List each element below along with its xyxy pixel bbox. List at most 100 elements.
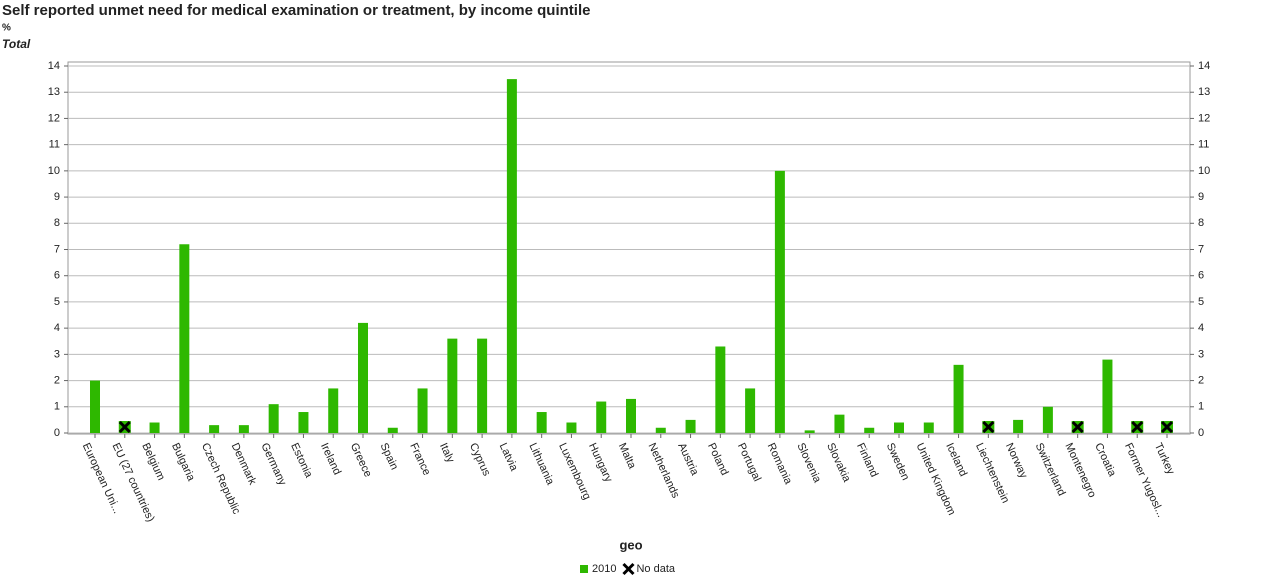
x-tick-label: Portugal bbox=[735, 441, 763, 483]
bar bbox=[447, 338, 458, 433]
x-mark bbox=[1131, 420, 1144, 434]
y2-tick-label: 8 bbox=[1198, 217, 1204, 229]
bar bbox=[238, 425, 249, 433]
x-mark bbox=[622, 562, 635, 576]
x-tick-label: Sweden bbox=[884, 441, 912, 482]
bar bbox=[328, 388, 339, 433]
y-tick-label: 13 bbox=[48, 86, 60, 98]
x-tick-label: Slovakia bbox=[824, 441, 853, 485]
y2-tick-label: 12 bbox=[1198, 112, 1210, 124]
x-tick-label: Poland bbox=[705, 441, 730, 477]
bar bbox=[477, 338, 488, 433]
x-mark bbox=[1160, 420, 1174, 434]
bar bbox=[715, 346, 726, 433]
bar bbox=[209, 425, 220, 433]
x-tick-label: Estonia bbox=[288, 441, 315, 480]
bar bbox=[536, 412, 547, 433]
x-tick-label: Germany bbox=[258, 441, 288, 488]
y-tick-label: 10 bbox=[48, 165, 60, 177]
y-tick-label: 4 bbox=[54, 322, 60, 334]
bar bbox=[179, 244, 190, 433]
x-tick-label: Switzerland bbox=[1033, 441, 1068, 498]
bar bbox=[894, 422, 904, 433]
x-tick-label: Greece bbox=[348, 441, 374, 479]
legend-label: No data bbox=[636, 563, 675, 575]
y-tick-label: 7 bbox=[54, 243, 60, 255]
y-tick-label: 12 bbox=[48, 112, 60, 124]
x-tick-label: Romania bbox=[765, 441, 795, 487]
x-tick-label: Malta bbox=[616, 441, 639, 471]
bar bbox=[358, 322, 368, 433]
bar bbox=[685, 419, 696, 433]
y-tick-label: 2 bbox=[54, 374, 60, 386]
chart-title: Self reported unmet need for medical exa… bbox=[2, 2, 590, 19]
x-axis-label: geo bbox=[619, 537, 642, 552]
bar bbox=[387, 427, 398, 433]
legend-label: 2010 bbox=[592, 563, 616, 575]
bar bbox=[298, 412, 309, 433]
y2-tick-label: 1 bbox=[1198, 401, 1204, 413]
y2-tick-label: 9 bbox=[1198, 191, 1204, 203]
subtitle: Total bbox=[2, 37, 31, 51]
bar bbox=[1013, 419, 1024, 433]
x-tick-label: Cyprus bbox=[467, 441, 493, 478]
bar bbox=[745, 388, 756, 433]
y2-tick-label: 4 bbox=[1198, 322, 1204, 334]
x-mark bbox=[118, 420, 131, 434]
y2-tick-label: 6 bbox=[1198, 270, 1204, 282]
x-tick-label: Luxembourg bbox=[556, 441, 593, 501]
x-tick-label: Ireland bbox=[318, 441, 343, 477]
y-tick-label: 6 bbox=[54, 270, 60, 282]
y-tick-label: 9 bbox=[54, 191, 60, 203]
bar bbox=[626, 398, 636, 433]
y2-tick-label: 0 bbox=[1198, 427, 1204, 439]
bar bbox=[566, 422, 577, 433]
x-tick-label: Slovenia bbox=[794, 441, 823, 485]
x-tick-label: Austria bbox=[675, 441, 701, 478]
x-tick-label: Montenegro bbox=[1062, 441, 1098, 499]
bar bbox=[655, 427, 666, 433]
bar bbox=[834, 414, 845, 433]
x-tick-label: Denmark bbox=[229, 441, 259, 487]
x-tick-label: Finland bbox=[854, 441, 880, 479]
y2-tick-label: 13 bbox=[1198, 86, 1210, 98]
y2-tick-label: 2 bbox=[1198, 374, 1204, 386]
legend-no-data-marker bbox=[622, 562, 635, 576]
bar bbox=[774, 170, 785, 433]
bar bbox=[596, 401, 607, 433]
no-data-marker bbox=[118, 420, 131, 434]
bar bbox=[149, 422, 160, 433]
bar bbox=[268, 404, 279, 433]
legend-swatch bbox=[580, 565, 588, 573]
x-tick-label: Bulgaria bbox=[169, 441, 197, 483]
x-tick-label: Belgium bbox=[139, 441, 167, 482]
y-tick-label: 8 bbox=[54, 217, 60, 229]
y-tick-label: 1 bbox=[54, 401, 60, 413]
bar bbox=[417, 388, 428, 433]
y-tick-label: 0 bbox=[54, 427, 60, 439]
y2-tick-label: 5 bbox=[1198, 296, 1204, 308]
y-tick-label: 14 bbox=[48, 60, 60, 72]
unit: % bbox=[2, 23, 11, 34]
x-tick-label: Italy bbox=[437, 441, 457, 465]
plot-frame bbox=[67, 61, 1191, 435]
no-data-marker bbox=[1131, 420, 1144, 434]
bar bbox=[1042, 406, 1053, 433]
bar bbox=[1102, 359, 1113, 433]
y2-tick-label: 7 bbox=[1198, 243, 1204, 255]
x-tick-label: Iceland bbox=[943, 441, 969, 478]
y2-tick-label: 14 bbox=[1198, 60, 1210, 72]
x-tick-label: Lithuania bbox=[526, 441, 556, 487]
bar bbox=[864, 427, 875, 433]
x-tick-label: Turkey bbox=[1152, 441, 1177, 477]
y2-tick-label: 3 bbox=[1198, 348, 1204, 360]
no-data-marker bbox=[1160, 420, 1174, 434]
bar bbox=[953, 364, 964, 433]
y-tick-label: 3 bbox=[54, 348, 60, 360]
x-tick-label: France bbox=[407, 441, 432, 477]
x-mark bbox=[1071, 420, 1084, 434]
x-mark bbox=[982, 420, 995, 434]
bar bbox=[90, 380, 100, 433]
y2-tick-label: 10 bbox=[1198, 165, 1210, 177]
